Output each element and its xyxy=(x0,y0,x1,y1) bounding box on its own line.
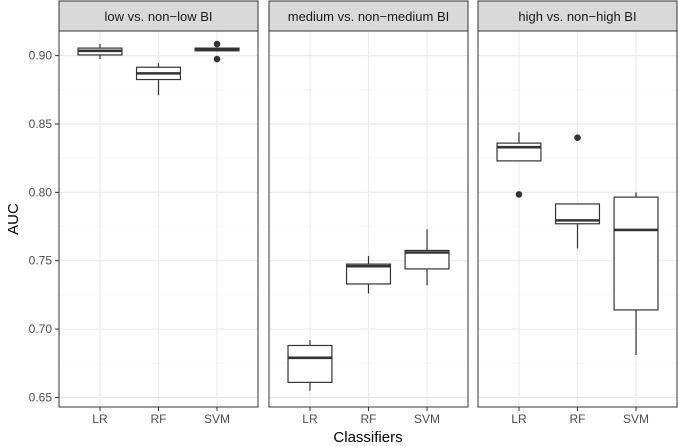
x-tick-label: LR xyxy=(302,412,318,426)
box-iqr xyxy=(613,196,659,311)
boxplot-rf xyxy=(554,134,601,249)
boxplot-rf xyxy=(135,63,182,96)
box-iqr xyxy=(287,344,333,383)
facet-strip-title: medium vs. non−medium BI xyxy=(288,9,449,24)
y-axis-title: AUC xyxy=(5,203,22,235)
boxplot-svm xyxy=(404,229,450,286)
boxplot-lr xyxy=(496,132,542,198)
x-tick-label: LR xyxy=(511,412,527,426)
box-iqr xyxy=(404,249,450,270)
y-axis: 0.65 0.70 0.75 0.80 0.85 0.90 xyxy=(29,49,59,404)
x-axis-title: Classifiers xyxy=(333,429,402,446)
facet-strip-title: low vs. non−low BI xyxy=(104,9,212,24)
boxplot-svm xyxy=(194,40,240,63)
box-iqr xyxy=(554,203,601,225)
y-tick-label: 0.70 xyxy=(29,322,53,336)
boxplot-lr xyxy=(77,43,123,60)
facet-panel: medium vs. non−medium BI LR RF SVM xyxy=(268,0,469,426)
facet-strip-title: high vs. non−high BI xyxy=(518,9,636,24)
y-tick-label: 0.90 xyxy=(29,49,53,63)
boxplot-rf xyxy=(345,255,392,294)
box-iqr xyxy=(496,142,542,162)
x-tick-label: SVM xyxy=(204,412,230,426)
y-tick-label: 0.75 xyxy=(29,254,53,268)
y-tick-label: 0.85 xyxy=(29,117,53,131)
facet-strip xyxy=(268,0,469,32)
x-tick-label: RF xyxy=(570,412,586,426)
outlier-point xyxy=(213,40,221,48)
y-tick-label: 0.65 xyxy=(29,390,53,404)
outlier-point xyxy=(574,134,581,141)
x-tick-label: LR xyxy=(92,412,108,426)
x-tick-label: SVM xyxy=(623,412,649,426)
facet-strip xyxy=(58,0,259,32)
y-tick-label: 0.80 xyxy=(29,185,53,199)
x-tick-label: RF xyxy=(151,412,167,426)
x-tick-label: SVM xyxy=(414,412,440,426)
boxplot-svm xyxy=(613,192,659,356)
x-tick-label: RF xyxy=(361,412,377,426)
outlier-point xyxy=(213,55,221,63)
boxplot-lr xyxy=(287,340,333,391)
box-iqr xyxy=(345,263,392,285)
facet-panel: high vs. non−high BI LR RF SVM xyxy=(477,0,678,426)
outlier-point xyxy=(515,191,523,198)
facet-panel: low vs. non−low BI LR RF SVM xyxy=(58,0,259,426)
